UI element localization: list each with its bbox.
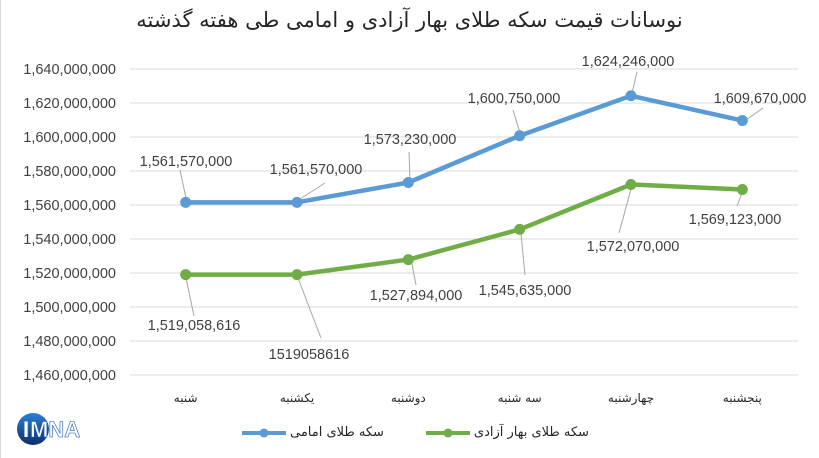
y-tick-label: 1,480,000,000 [23, 334, 116, 350]
imna-logo-icon: I MNA [17, 413, 81, 445]
data-label: 1,624,246,000 [582, 54, 675, 70]
data-point-marker[interactable] [736, 183, 748, 195]
x-tick-label: پنجشنبه [723, 391, 762, 405]
data-point-marker[interactable] [514, 130, 526, 142]
data-label: 1519058616 [269, 347, 350, 363]
chart-title: نوسانات قیمت سکه طلای بهار آزادی و امامی… [136, 8, 683, 32]
leader-line [631, 71, 638, 94]
data-label: 1,600,750,000 [468, 91, 561, 107]
data-point-marker[interactable] [402, 254, 414, 266]
legend-item-imami[interactable]: سکه طلای امامی [240, 425, 384, 440]
legend-marker-bahar-azadi-icon [425, 428, 470, 437]
data-label: 1,527,894,000 [370, 288, 463, 304]
data-point-marker[interactable] [625, 90, 637, 102]
series-line-imami [185, 93, 743, 205]
gridlines [130, 68, 798, 376]
data-label: 1,569,123,000 [689, 212, 782, 228]
data-point-marker[interactable] [291, 196, 303, 208]
chart-legend: سکه طلای امامی سکه طلای بهار آزادی [240, 425, 589, 440]
y-tick-label: 1,540,000,000 [23, 232, 116, 248]
data-point-marker[interactable] [291, 269, 303, 281]
svg-text:MNA: MNA [30, 417, 80, 442]
y-axis-ticks: 1,640,000,000 1,620,000,000 1,600,000,000 1… [23, 62, 116, 384]
data-label: 1,561,570,000 [270, 162, 363, 178]
data-point-marker[interactable] [402, 177, 414, 189]
x-tick-label: یکشنبه [280, 391, 314, 405]
data-label: 1,573,230,000 [364, 132, 457, 148]
x-tick-label: شنبه [174, 391, 198, 405]
data-label: 1,609,670,000 [714, 91, 807, 107]
data-point-marker[interactable] [625, 178, 637, 190]
x-tick-label: دوشنبه [391, 391, 426, 406]
leader-line [512, 109, 521, 134]
legend-label-bahar-azadi: سکه طلای بهار آزادی [473, 425, 589, 440]
data-point-marker[interactable] [514, 223, 526, 235]
y-tick-label: 1,620,000,000 [23, 96, 116, 112]
leader-line [179, 169, 187, 199]
y-tick-label: 1,580,000,000 [23, 164, 116, 180]
legend-label-imami: سکه طلای امامی [290, 425, 384, 440]
leader-line [618, 188, 632, 234]
x-tick-label: چهارشنبه [608, 391, 654, 406]
y-tick-label: 1,560,000,000 [23, 198, 116, 214]
leader-line [408, 151, 411, 181]
data-label: 1,561,570,000 [140, 154, 233, 170]
leader-line [185, 277, 195, 317]
x-axis-ticks: شنبه یکشنبه دوشنبه سه شنبه چهارشنبه پنجشنبه [174, 391, 762, 406]
y-tick-label: 1,600,000,000 [23, 130, 116, 146]
y-tick-label: 1,500,000,000 [23, 300, 116, 316]
left-border [0, 0, 1, 458]
data-point-marker[interactable] [736, 115, 748, 127]
legend-item-bahar-azadi[interactable]: سکه طلای بهار آزادی [424, 425, 589, 440]
leader-line [736, 192, 743, 207]
data-label: 1,545,635,000 [479, 283, 572, 299]
leader-line [297, 277, 322, 339]
legend-marker-imami-icon [242, 428, 286, 437]
series-line-bahar-azadi [185, 182, 743, 277]
imna-logo: I MNA [16, 412, 102, 446]
y-tick-label: 1,520,000,000 [23, 266, 116, 282]
data-label: 1,519,058,616 [148, 318, 241, 334]
svg-text:I: I [23, 417, 29, 442]
data-label-leader-lines [179, 71, 764, 339]
leader-line [299, 182, 326, 200]
y-tick-label: 1,640,000,000 [23, 62, 116, 78]
x-tick-label: سه شنبه [498, 391, 542, 405]
series-lines [180, 90, 748, 281]
data-point-marker[interactable] [180, 196, 192, 208]
data-point-marker[interactable] [180, 269, 192, 281]
leader-line [520, 233, 526, 276]
y-tick-label: 1,460,000,000 [23, 368, 116, 384]
data-label: 1,572,070,000 [587, 239, 680, 255]
data-labels: 1,561,570,000 1,561,570,0001,573,230,0001… [140, 54, 807, 363]
leader-line [745, 107, 764, 121]
leader-line [411, 263, 417, 286]
